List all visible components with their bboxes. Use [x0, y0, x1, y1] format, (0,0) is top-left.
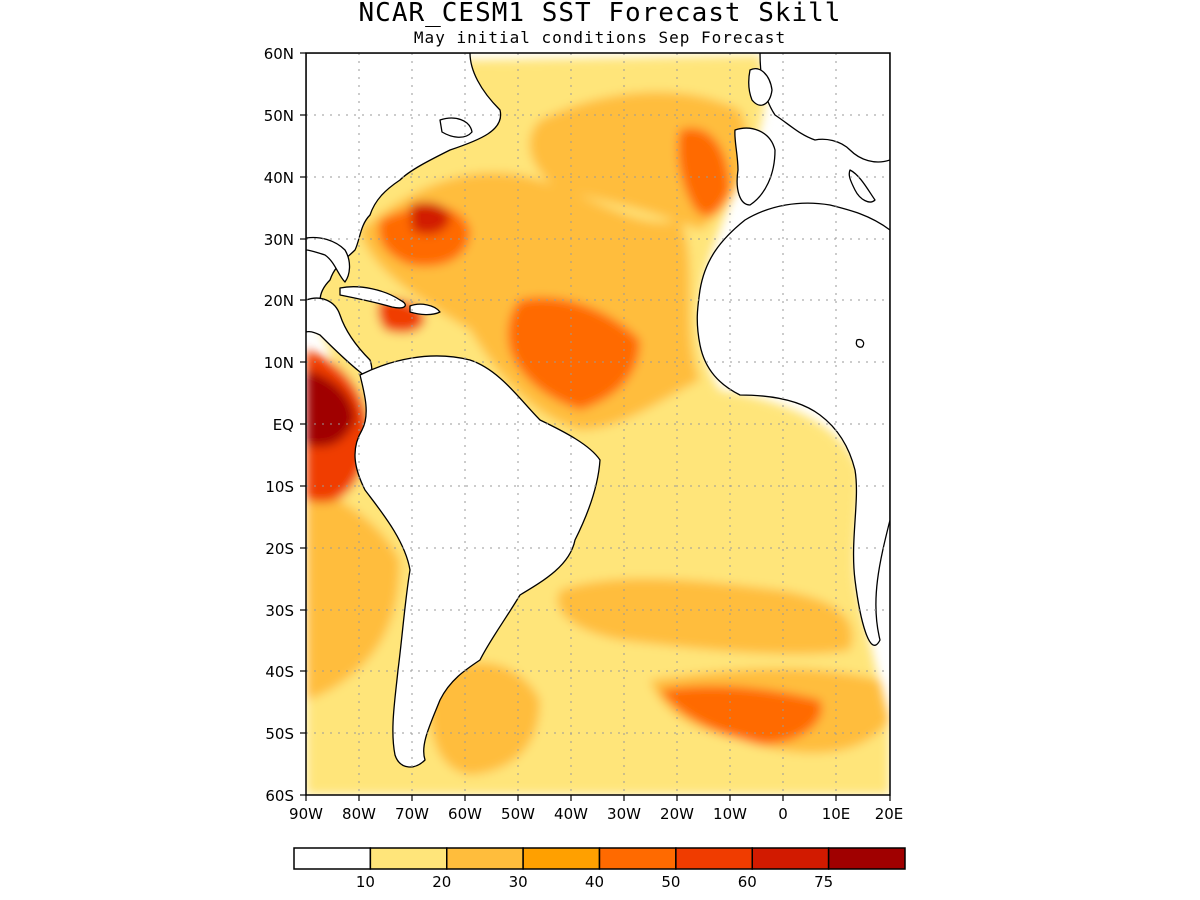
colorbar-label: 30 — [509, 873, 528, 891]
lat-label: 30N — [264, 231, 294, 249]
colorbar-swatch — [751, 847, 830, 870]
hispaniola — [409, 303, 441, 316]
lat-label: 40N — [264, 169, 294, 187]
iberia — [734, 127, 776, 206]
british-isles — [748, 68, 773, 106]
italy — [848, 169, 876, 203]
skill-region-south-band — [660, 685, 822, 745]
florida — [306, 236, 351, 283]
lat-label: 30S — [265, 602, 294, 620]
lon-label: 20W — [660, 805, 694, 823]
skill-region-iberia — [678, 128, 730, 217]
lat-labels: 60N 50N 40N 30N 20N 10N EQ 10S 20S 30S 4… — [264, 45, 294, 805]
south-america — [354, 355, 601, 768]
lon-labels: 90W 80W 70W 60W 50W 40W 30W 20W 10W 0 10… — [289, 805, 903, 823]
colorbar-swatch — [369, 847, 448, 870]
land — [306, 53, 890, 768]
lon-label: 80W — [342, 805, 376, 823]
colorbar-swatch — [598, 847, 677, 870]
colorbar-label: 20 — [432, 873, 451, 891]
skill-region-south — [557, 578, 853, 655]
graticule — [306, 53, 890, 795]
africa — [696, 202, 890, 646]
colorbar-swatch — [827, 847, 906, 870]
lon-label: 70W — [395, 805, 429, 823]
lat-label: 50S — [265, 725, 294, 743]
tick-marks — [300, 52, 891, 801]
skill-region-tropical — [508, 297, 640, 410]
lon-label: 90W — [289, 805, 323, 823]
lon-label: 0 — [778, 805, 788, 823]
colorbar-label: 75 — [814, 873, 833, 891]
colorbar-swatch — [293, 847, 372, 870]
skill-region-pacific-core — [306, 370, 355, 447]
cuba — [339, 286, 406, 309]
lat-label: 10S — [265, 478, 294, 496]
colorbar-swatch — [675, 847, 753, 870]
lat-label: 20S — [265, 540, 294, 558]
lon-label: 30W — [607, 805, 641, 823]
lat-label: 20N — [264, 292, 294, 310]
skill-region-sargasso — [410, 202, 450, 235]
skill-region-sw — [306, 480, 400, 700]
colorbar-label: 10 — [356, 873, 375, 891]
lon-label: 50W — [501, 805, 535, 823]
lon-label: 60W — [448, 805, 482, 823]
lon-label: 10W — [713, 805, 747, 823]
canary — [855, 338, 865, 348]
colorbar: 10 20 30 40 50 60 75 — [293, 847, 906, 891]
lon-label: 10E — [822, 805, 851, 823]
chart-title: NCAR_CESM1 SST Forecast Skill — [358, 0, 842, 28]
skill-region-patagonia — [429, 662, 540, 775]
colorbar-swatch — [522, 847, 601, 870]
lat-label: 60N — [264, 45, 294, 63]
lat-label: 50N — [264, 107, 294, 125]
colorbar-label: 40 — [585, 873, 604, 891]
newfoundland — [439, 117, 473, 138]
lat-label: 60S — [265, 787, 294, 805]
lon-label: 40W — [554, 805, 588, 823]
lat-label: 40S — [265, 663, 294, 681]
lat-label: 10N — [264, 354, 294, 372]
colorbar-label: 60 — [738, 873, 757, 891]
chart-subtitle: May initial conditions Sep Forecast — [413, 28, 787, 47]
colorbar-label: 50 — [661, 873, 680, 891]
colorbar-swatch — [446, 847, 524, 870]
lat-label: EQ — [273, 416, 294, 434]
lon-label: 20E — [875, 805, 904, 823]
